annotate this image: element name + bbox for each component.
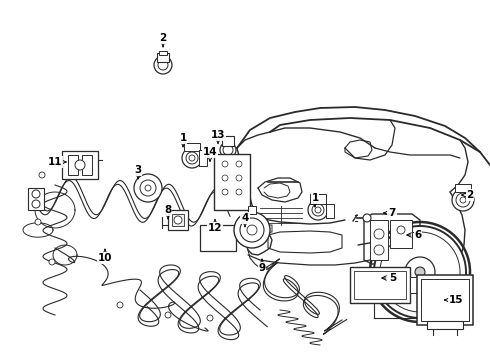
Bar (28, 188, 44, 210)
Circle shape (234, 212, 270, 248)
Circle shape (145, 185, 151, 191)
Bar (200, 225, 236, 251)
Bar (427, 321, 463, 329)
Bar (217, 166, 227, 174)
Bar (68, 155, 78, 175)
Circle shape (174, 216, 182, 224)
Circle shape (207, 315, 213, 321)
Text: 7: 7 (384, 208, 396, 218)
Bar (214, 154, 250, 210)
Bar (455, 184, 471, 192)
Circle shape (49, 259, 55, 265)
Text: 6: 6 (407, 230, 421, 240)
Circle shape (32, 190, 40, 198)
Circle shape (240, 218, 264, 242)
Bar (168, 210, 188, 230)
Bar (157, 53, 169, 62)
Circle shape (186, 152, 198, 164)
Text: 1: 1 (311, 193, 318, 207)
Circle shape (182, 148, 202, 168)
Circle shape (222, 189, 228, 195)
Circle shape (363, 214, 371, 222)
Bar (248, 206, 256, 214)
Text: 2: 2 (159, 33, 167, 47)
Circle shape (140, 180, 156, 196)
Circle shape (374, 245, 384, 255)
Bar (410, 277, 418, 293)
Circle shape (236, 161, 242, 167)
Text: 3: 3 (134, 165, 142, 179)
Circle shape (154, 56, 172, 74)
Circle shape (32, 200, 40, 208)
Bar (417, 275, 473, 325)
Circle shape (405, 257, 435, 287)
Text: 12: 12 (208, 219, 222, 233)
Circle shape (189, 155, 195, 161)
Circle shape (312, 204, 324, 216)
Bar (62, 151, 98, 179)
Circle shape (35, 219, 41, 225)
Bar (222, 136, 234, 146)
Bar (172, 214, 184, 226)
Circle shape (456, 193, 470, 207)
Text: 8: 8 (164, 205, 171, 219)
Bar (370, 220, 388, 260)
Bar (82, 155, 92, 175)
Text: 10: 10 (98, 249, 112, 263)
Bar (326, 204, 334, 218)
Bar (354, 271, 406, 299)
Text: 9: 9 (258, 259, 266, 273)
Circle shape (158, 60, 168, 70)
Circle shape (247, 225, 257, 235)
Bar (184, 143, 200, 151)
Circle shape (134, 174, 162, 202)
Text: 1: 1 (179, 133, 187, 147)
Circle shape (374, 226, 466, 318)
Circle shape (223, 145, 233, 155)
Bar (199, 150, 207, 166)
Text: 15: 15 (445, 295, 463, 305)
Circle shape (380, 232, 460, 312)
Circle shape (315, 207, 321, 213)
Circle shape (460, 197, 466, 203)
Text: 14: 14 (203, 147, 217, 161)
Circle shape (75, 160, 85, 170)
Text: 13: 13 (211, 130, 225, 144)
Bar (390, 220, 412, 248)
Text: 5: 5 (382, 273, 396, 283)
Circle shape (452, 189, 474, 211)
Circle shape (117, 302, 123, 308)
Circle shape (222, 175, 228, 181)
Text: 2: 2 (462, 190, 474, 200)
Circle shape (222, 161, 228, 167)
Circle shape (236, 175, 242, 181)
Bar (159, 51, 167, 55)
Circle shape (308, 200, 328, 220)
Circle shape (165, 312, 171, 318)
Circle shape (236, 189, 242, 195)
Bar (310, 194, 326, 204)
Text: 4: 4 (241, 213, 249, 227)
Circle shape (220, 142, 236, 158)
Circle shape (374, 229, 384, 239)
Bar (350, 267, 410, 303)
Circle shape (415, 267, 425, 277)
Circle shape (39, 172, 45, 178)
Text: 11: 11 (48, 157, 66, 167)
Circle shape (397, 226, 405, 234)
Bar (421, 279, 469, 321)
